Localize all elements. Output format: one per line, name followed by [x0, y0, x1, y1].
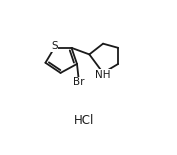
Text: S: S [51, 41, 58, 51]
Text: Br: Br [73, 78, 85, 87]
Text: HCl: HCl [74, 114, 95, 127]
Text: NH: NH [95, 70, 111, 80]
